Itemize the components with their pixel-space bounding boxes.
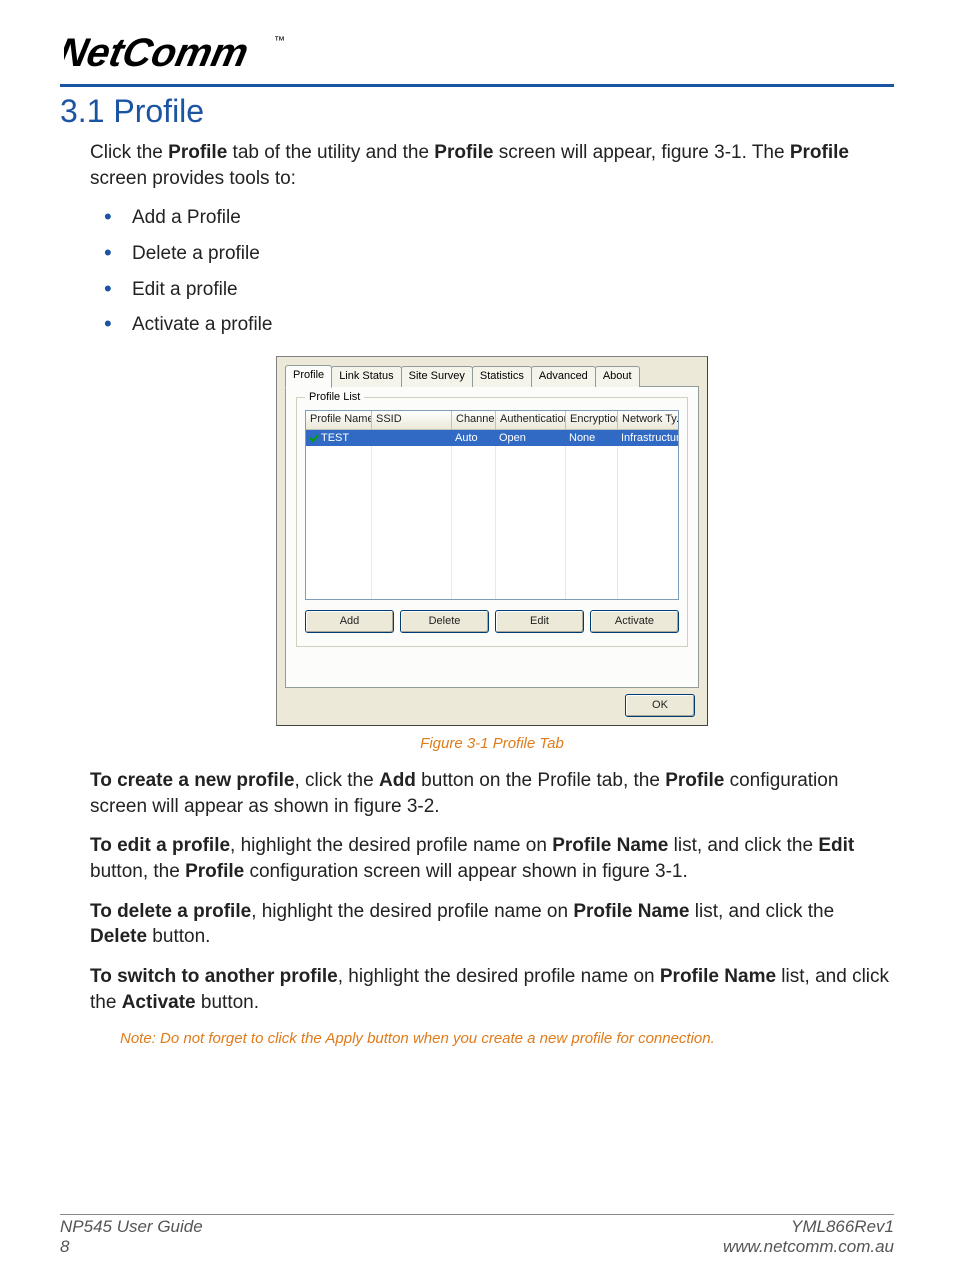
table-row — [306, 488, 678, 502]
col-profile-name[interactable]: Profile Name — [306, 411, 372, 430]
feature-list: Add a Profile Delete a profile Edit a pr… — [90, 205, 894, 338]
cell-encryption: None — [566, 430, 618, 447]
tab-panel: Profile List Profile Name SSID Channel A… — [285, 386, 699, 688]
table-row — [306, 558, 678, 572]
footer-doc-title: NP545 User Guide — [60, 1217, 203, 1237]
intro-paragraph: Click the Profile tab of the utility and… — [90, 140, 894, 191]
cell-authentication: Open — [496, 430, 566, 447]
col-network-type[interactable]: Network Ty... — [618, 411, 679, 430]
groupbox-title: Profile List — [305, 390, 364, 405]
table-row[interactable]: TEST Auto Open None Infrastructure — [306, 430, 678, 447]
cell-profile-name: TEST — [306, 430, 372, 447]
logo: NetComm ™ — [64, 28, 894, 76]
table-row — [306, 544, 678, 558]
col-channel[interactable]: Channel — [452, 411, 496, 430]
list-item: Activate a profile — [90, 312, 894, 338]
profile-listview[interactable]: Profile Name SSID Channel Authentication… — [305, 410, 679, 600]
tab-strip: Profile Link Status Site Survey Statisti… — [285, 365, 699, 387]
ok-button[interactable]: OK — [625, 694, 695, 717]
col-ssid[interactable]: SSID — [372, 411, 452, 430]
footer-doc-rev: YML866Rev1 — [723, 1217, 894, 1237]
page-footer: NP545 User Guide 8 YML866Rev1 www.netcom… — [60, 1214, 894, 1257]
tab-link-status[interactable]: Link Status — [331, 366, 401, 387]
header-rule — [60, 84, 894, 87]
listview-header: Profile Name SSID Channel Authentication… — [306, 411, 678, 430]
profile-buttons: Add Delete Edit Activate — [305, 610, 679, 633]
cell-network-type: Infrastructure — [618, 430, 679, 447]
add-button[interactable]: Add — [305, 610, 394, 633]
tab-advanced[interactable]: Advanced — [531, 366, 596, 387]
logo-text: NetComm — [64, 29, 253, 74]
col-encryption[interactable]: Encryption — [566, 411, 618, 430]
table-row — [306, 460, 678, 474]
create-paragraph: To create a new profile, click the Add b… — [90, 768, 894, 819]
edit-paragraph: To edit a profile, highlight the desired… — [90, 833, 894, 884]
list-item: Edit a profile — [90, 277, 894, 303]
profile-dialog: Profile Link Status Site Survey Statisti… — [276, 356, 708, 726]
logo-tm: ™ — [274, 35, 285, 47]
footer-page-number: 8 — [60, 1237, 203, 1257]
list-item: Delete a profile — [90, 241, 894, 267]
tab-statistics[interactable]: Statistics — [472, 366, 532, 387]
tab-site-survey[interactable]: Site Survey — [401, 366, 473, 387]
figure-screenshot: Profile Link Status Site Survey Statisti… — [276, 356, 708, 726]
cell-channel: Auto — [452, 430, 496, 447]
figure-caption: Figure 3-1 Profile Tab — [90, 734, 894, 754]
note-text: Note: Do not forget to click the Apply b… — [120, 1029, 894, 1049]
delete-button[interactable]: Delete — [400, 610, 489, 633]
table-row — [306, 572, 678, 586]
tab-profile[interactable]: Profile — [285, 365, 332, 388]
tab-about[interactable]: About — [595, 366, 640, 387]
table-row — [306, 586, 678, 599]
table-row — [306, 530, 678, 544]
section-title: 3.1 Profile — [60, 93, 894, 130]
check-icon — [309, 433, 319, 443]
table-row — [306, 474, 678, 488]
profile-list-group: Profile List Profile Name SSID Channel A… — [296, 397, 688, 647]
table-row — [306, 516, 678, 530]
col-authentication[interactable]: Authentication — [496, 411, 566, 430]
switch-paragraph: To switch to another profile, highlight … — [90, 964, 894, 1015]
activate-button[interactable]: Activate — [590, 610, 679, 633]
edit-button[interactable]: Edit — [495, 610, 584, 633]
footer-url: www.netcomm.com.au — [723, 1237, 894, 1257]
ok-row: OK — [625, 694, 695, 717]
table-row — [306, 446, 678, 460]
delete-paragraph: To delete a profile, highlight the desir… — [90, 899, 894, 950]
list-item: Add a Profile — [90, 205, 894, 231]
table-row — [306, 502, 678, 516]
cell-ssid — [372, 430, 452, 447]
